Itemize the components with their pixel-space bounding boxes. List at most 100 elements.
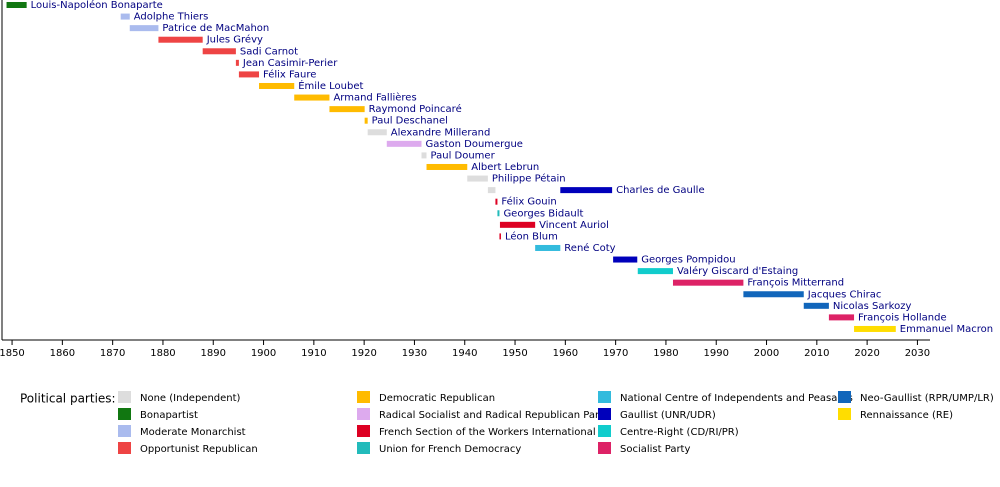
x-tick-label: 1910 (301, 348, 326, 359)
term-bar (637, 268, 673, 275)
row-label: François Mitterrand (747, 278, 844, 289)
legend-label: French Section of the Workers Internatio… (379, 427, 596, 438)
legend-label: Centre-Right (CD/RI/PR) (620, 427, 739, 438)
term-bar (803, 302, 829, 309)
term-bar (497, 210, 500, 217)
legend-label: Union for French Democracy (379, 444, 521, 455)
legend-swatch (838, 408, 851, 420)
term-bar (367, 129, 387, 136)
legend-swatch (357, 391, 370, 403)
row-label: Patrice de MacMahon (162, 23, 269, 34)
term-bar (421, 152, 427, 159)
row-label: Charles de Gaulle (616, 185, 704, 196)
row-label: Paul Doumer (431, 150, 496, 161)
row-label: René Coty (564, 242, 615, 254)
row-label: Georges Bidault (503, 208, 583, 219)
legend-swatch (357, 408, 370, 420)
row-label: Nicolas Sarkozy (833, 301, 912, 312)
x-tick-label: 1850 (0, 348, 25, 359)
legend-swatch (598, 442, 611, 454)
term-bar (120, 13, 130, 20)
legend-label: Bonapartist (140, 410, 198, 421)
x-tick-label: 1930 (402, 348, 427, 359)
x-tick-label: 2000 (754, 348, 779, 359)
row-label: Valéry Giscard d'Estaing (677, 265, 798, 277)
term-bar (426, 163, 468, 170)
term-bar (854, 325, 896, 332)
legend-swatch (357, 442, 370, 454)
x-tick-label: 1950 (502, 348, 527, 359)
row-label: Georges Pompidou (641, 255, 735, 266)
term-bar (386, 140, 422, 147)
legend-swatch (357, 425, 370, 437)
legend-label: National Centre of Independents and Peas… (620, 393, 853, 404)
legend-swatch (118, 408, 131, 420)
x-tick-label: 1920 (351, 348, 376, 359)
term-bar (535, 244, 561, 251)
row-label: Jules Grévy (206, 34, 263, 46)
row-label: Sadi Carnot (240, 46, 298, 57)
row-label: Louis-Napoléon Bonaparte (31, 0, 163, 11)
legend-swatch (598, 408, 611, 420)
term-bar (499, 221, 536, 228)
x-tick-label: 1990 (704, 348, 729, 359)
term-bar (294, 94, 330, 101)
term-bar (238, 71, 260, 78)
legend-swatch (118, 425, 131, 437)
x-tick-label: 2030 (905, 348, 930, 359)
x-tick-label: 1880 (150, 348, 175, 359)
term-bar (499, 233, 501, 240)
x-tick-label: 2020 (854, 348, 879, 359)
legend-label: None (Independent) (140, 393, 241, 404)
row-label: Émile Loubet (298, 79, 363, 92)
row-label: Jacques Chirac (807, 289, 882, 300)
term-bar (129, 25, 159, 32)
legend-swatch (598, 391, 611, 403)
legend-title: Political parties: (20, 392, 116, 406)
legend-label: Moderate Monarchist (140, 427, 246, 438)
row-label: Albert Lebrun (471, 162, 539, 173)
legend-label: Radical Socialist and Radical Republican… (379, 410, 609, 421)
row-label: Emmanuel Macron (900, 324, 993, 335)
x-tick-label: 1860 (50, 348, 75, 359)
row-label: Adolphe Thiers (134, 12, 209, 23)
row-label: Gaston Doumergue (425, 139, 522, 150)
row-label: Vincent Auriol (539, 220, 609, 231)
x-tick-label: 1960 (553, 348, 578, 359)
x-tick-label: 1870 (100, 348, 125, 359)
legend-label: Democratic Republican (379, 393, 495, 404)
x-tick-label: 1970 (603, 348, 628, 359)
x-tick-label: 1890 (201, 348, 226, 359)
row-label: François Hollande (858, 312, 947, 323)
legend-label: Neo-Gaullist (RPR/UMP/LR) (860, 393, 994, 404)
legend-label: Opportunist Republican (140, 444, 258, 455)
term-bar (329, 106, 365, 113)
row-label: Armand Fallières (333, 92, 416, 104)
legend-swatch (838, 391, 851, 403)
term-bar (828, 314, 855, 321)
term-bar (158, 36, 203, 43)
legend-swatch (118, 391, 131, 403)
legend-label: Gaullist (UNR/UDR) (620, 410, 716, 421)
x-tick-label: 1900 (251, 348, 276, 359)
x-tick-label: 1940 (452, 348, 477, 359)
row-label: Paul Deschanel (372, 116, 448, 127)
term-bar (259, 82, 295, 89)
term-bar (495, 198, 498, 205)
term-bar (467, 175, 488, 182)
legend-label: Socialist Party (620, 444, 690, 455)
term-bar (235, 59, 239, 66)
legend-swatch (598, 425, 611, 437)
row-label: Philippe Pétain (492, 173, 566, 185)
row-label: Jean Casimir-Perier (242, 58, 338, 69)
x-tick-label: 2010 (804, 348, 829, 359)
term-bar (743, 291, 804, 298)
legend-label: Rennaissance (RE) (860, 410, 953, 421)
term-bar (202, 48, 236, 55)
row-label: Félix Faure (263, 68, 316, 80)
x-tick-label: 1980 (653, 348, 678, 359)
term-bar (613, 256, 638, 263)
term-bar (6, 2, 27, 8)
term-bar (672, 279, 744, 286)
row-label: Alexandre Millerand (391, 127, 491, 138)
